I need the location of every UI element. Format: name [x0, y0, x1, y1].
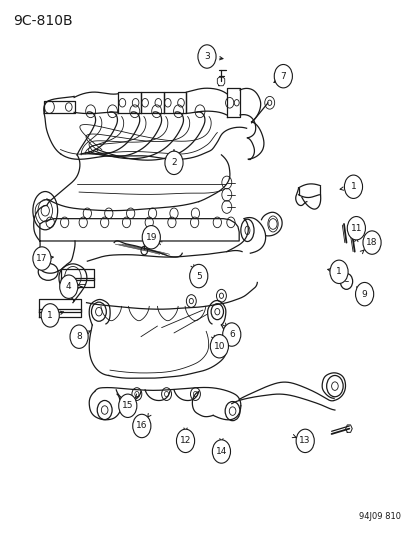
Circle shape — [70, 325, 88, 349]
Text: 1: 1 — [350, 182, 356, 191]
Circle shape — [189, 264, 207, 288]
Text: 6: 6 — [228, 330, 234, 339]
Circle shape — [347, 216, 365, 240]
Circle shape — [164, 151, 183, 174]
Circle shape — [59, 275, 78, 298]
Circle shape — [41, 304, 59, 327]
Text: 5: 5 — [195, 272, 201, 280]
Text: 15: 15 — [122, 401, 133, 410]
Circle shape — [273, 64, 292, 88]
Text: 9: 9 — [361, 289, 367, 298]
Text: 12: 12 — [179, 437, 191, 446]
Text: 11: 11 — [350, 224, 361, 233]
Circle shape — [344, 175, 362, 198]
Circle shape — [355, 282, 373, 306]
Text: 1: 1 — [47, 311, 53, 320]
Text: 13: 13 — [299, 437, 310, 446]
Text: 14: 14 — [215, 447, 227, 456]
Text: 16: 16 — [136, 422, 147, 431]
Circle shape — [295, 429, 313, 453]
Circle shape — [197, 45, 216, 68]
Text: 4: 4 — [66, 282, 71, 291]
Circle shape — [222, 323, 240, 346]
Text: 94J09 810: 94J09 810 — [358, 512, 400, 521]
Text: 3: 3 — [204, 52, 209, 61]
Text: 1: 1 — [335, 268, 341, 276]
Circle shape — [329, 260, 347, 284]
Text: 9C-810B: 9C-810B — [13, 14, 73, 28]
Circle shape — [362, 231, 380, 254]
Text: 2: 2 — [171, 158, 176, 167]
Circle shape — [176, 429, 194, 453]
Text: 10: 10 — [213, 342, 225, 351]
Circle shape — [133, 414, 150, 438]
Text: 17: 17 — [36, 254, 47, 263]
Circle shape — [212, 440, 230, 463]
Circle shape — [33, 247, 51, 270]
Text: 18: 18 — [366, 238, 377, 247]
Circle shape — [119, 394, 137, 417]
Circle shape — [210, 335, 228, 358]
Text: 7: 7 — [280, 71, 285, 80]
Text: 8: 8 — [76, 332, 82, 341]
Text: 19: 19 — [145, 233, 157, 242]
Circle shape — [142, 225, 160, 249]
